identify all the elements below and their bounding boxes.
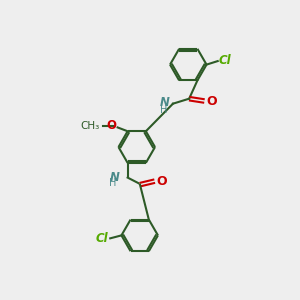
Text: N: N [160,96,170,109]
Text: N: N [110,171,119,184]
Text: O: O [106,119,116,132]
Text: Cl: Cl [219,54,232,67]
Text: CH₃: CH₃ [80,121,99,131]
Text: Cl: Cl [96,232,109,245]
Text: O: O [157,175,167,188]
Text: H: H [109,178,116,188]
Text: O: O [207,94,218,107]
Text: H: H [160,106,167,116]
